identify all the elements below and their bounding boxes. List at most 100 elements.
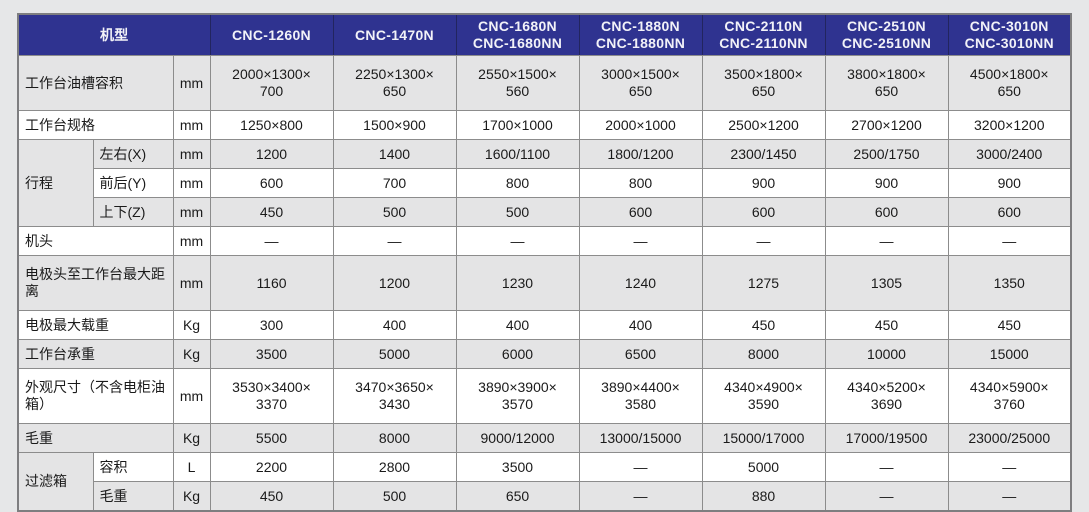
spec-value-cell: 3500 xyxy=(209,339,334,369)
spec-value-cell: — xyxy=(947,226,1072,256)
table-header: 机型 CNC-1260N CNC-1470N CNC-1680N CNC-1680NN… xyxy=(17,13,1072,56)
spec-value-cell: 15000/17000 xyxy=(701,423,826,453)
spec-value-cell: 3500×1800× 650 xyxy=(701,55,826,111)
row-group-label: 行程 xyxy=(17,139,94,227)
spec-value-cell: 600 xyxy=(209,168,334,198)
spec-value-cell: 500 xyxy=(332,197,457,227)
spec-value-cell: 3000/2400 xyxy=(947,139,1072,169)
table-row: 上下(Z) mm 450 500 500 600 600 600 600 xyxy=(18,197,1072,227)
row-sub-label: 上下(Z) xyxy=(92,197,174,227)
spec-value-cell: 9000/12000 xyxy=(455,423,580,453)
header-model-name: CNC-3010N CNC-3010NN xyxy=(947,13,1072,56)
header-row: 机型 CNC-1260N CNC-1470N CNC-1680N CNC-1680NN… xyxy=(17,13,1072,56)
row-unit: mm xyxy=(172,168,211,198)
header-model-label: 机型 xyxy=(17,13,211,56)
spec-value-cell: 1350 xyxy=(947,255,1072,311)
spec-value-cell: 23000/25000 xyxy=(947,423,1072,453)
spec-value-cell: 800 xyxy=(578,168,703,198)
spec-value-cell: 600 xyxy=(701,197,826,227)
spec-value-cell: 17000/19500 xyxy=(824,423,949,453)
row-unit: Kg xyxy=(172,339,211,369)
spec-value-cell: 3800×1800× 650 xyxy=(824,55,949,111)
spec-value-cell: 10000 xyxy=(824,339,949,369)
row-unit: mm xyxy=(172,226,211,256)
spec-value-cell: 400 xyxy=(455,310,580,340)
row-label: 电极头至工作台最大距离 xyxy=(17,255,174,311)
header-model-name: CNC-2110N CNC-2110NN xyxy=(701,13,826,56)
spec-value-cell: 6500 xyxy=(578,339,703,369)
spec-value-cell: 3200×1200 xyxy=(947,110,1072,140)
spec-value-cell: 2550×1500× 560 xyxy=(455,55,580,111)
spec-value-cell: 1800/1200 xyxy=(578,139,703,169)
header-model-name: CNC-2510N CNC-2510NN xyxy=(824,13,949,56)
spec-value-cell: 880 xyxy=(701,481,826,512)
row-sub-label: 前后(Y) xyxy=(92,168,174,198)
spec-value-cell: 800 xyxy=(455,168,580,198)
spec-value-cell: 3890×4400× 3580 xyxy=(578,368,703,424)
table-row: 行程 左右(X) mm 1200 1400 1600/1100 1800/1200 2300/… xyxy=(17,139,1072,227)
spec-value-cell: 1305 xyxy=(824,255,949,311)
spec-value-cell: 1700×1000 xyxy=(455,110,580,140)
spec-value-cell: 2500/1750 xyxy=(824,139,949,169)
row-label: 电极最大载重 xyxy=(17,310,174,340)
spec-value-cell: — xyxy=(578,226,703,256)
spec-value-cell: 1240 xyxy=(578,255,703,311)
spec-value-cell: — xyxy=(209,226,334,256)
spec-value-cell: 3530×3400× 3370 xyxy=(209,368,334,424)
spec-value-cell: 3890×3900× 3570 xyxy=(455,368,580,424)
spec-value-cell: 600 xyxy=(578,197,703,227)
table-row: 毛重 Kg 450 500 650—880— — xyxy=(18,481,1072,512)
spec-value-cell: 15000 xyxy=(947,339,1072,369)
table-row: 工作台规格 mm 1250×800 1500×900 1700×1000 2000×100… xyxy=(17,110,1072,140)
spec-value-cell: 300 xyxy=(209,310,334,340)
spec-value-cell: 6000 xyxy=(455,339,580,369)
spec-value-cell: 1275 xyxy=(701,255,826,311)
spec-value-cell: 3470×3650× 3430 xyxy=(332,368,457,424)
spec-value-cell: 450 xyxy=(701,310,826,340)
row-unit: Kg xyxy=(172,481,211,512)
spec-value-cell: — xyxy=(455,226,580,256)
spec-value-cell: 2000×1000 xyxy=(578,110,703,140)
spec-value-cell: 450 xyxy=(947,310,1072,340)
row-unit: Kg xyxy=(172,423,211,453)
spec-value-cell: 400 xyxy=(578,310,703,340)
table-row: 机头 mm — — — — — — — xyxy=(17,226,1072,256)
spec-value-cell: 700 xyxy=(332,168,457,198)
row-unit: mm xyxy=(172,197,211,227)
row-unit: mm xyxy=(172,368,211,424)
spec-value-cell: 500 xyxy=(332,481,457,512)
row-sub-label: 毛重 xyxy=(92,481,174,512)
row-unit: Kg xyxy=(172,310,211,340)
spec-value-cell: 900 xyxy=(701,168,826,198)
spec-value-cell: 600 xyxy=(824,197,949,227)
spec-value-cell: 500 xyxy=(455,197,580,227)
spec-value-cell: 8000 xyxy=(701,339,826,369)
row-sub-label: 左右(X) xyxy=(92,139,174,169)
table-body: 工作台油槽容积 mm 2000×1300× 700 2250×1300× 650 255… xyxy=(17,55,1072,512)
row-unit: mm xyxy=(172,110,211,140)
row-group-label: 过滤箱 xyxy=(17,452,94,512)
spec-value-cell: 4500×1800× 650 xyxy=(947,55,1072,111)
table-row: 工作台油槽容积 mm 2000×1300× 700 2250×1300× 650 255… xyxy=(17,55,1072,111)
table-row: 毛重 Kg 5500 8000 9000/12000 13000/15000 15000/1… xyxy=(17,423,1072,453)
spec-value-cell: 1600/1100 xyxy=(455,139,580,169)
spec-value-cell: 13000/15000 xyxy=(578,423,703,453)
spec-value-cell: — xyxy=(824,226,949,256)
spec-value-cell: 1160 xyxy=(209,255,334,311)
spec-value-cell: 5500 xyxy=(209,423,334,453)
spec-value-cell: 4340×4900× 3590 xyxy=(701,368,826,424)
row-unit: mm xyxy=(172,139,211,169)
spec-value-cell: 650 xyxy=(455,481,580,512)
spec-value-cell: 900 xyxy=(824,168,949,198)
spec-value-cell: — xyxy=(824,481,949,512)
spec-value-cell: 1200 xyxy=(332,255,457,311)
header-model-name: CNC-1470N xyxy=(332,13,457,56)
spec-value-cell: 2250×1300× 650 xyxy=(332,55,457,111)
spec-value-cell: 2000×1300× 700 xyxy=(209,55,334,111)
row-label: 机头 xyxy=(17,226,174,256)
header-model-name: CNC-1880N CNC-1880NN xyxy=(578,13,703,56)
spec-value-cell: — xyxy=(578,481,703,512)
spec-value-cell: 4340×5200× 3690 xyxy=(824,368,949,424)
spec-value-cell: — xyxy=(947,481,1072,512)
header-model-name: CNC-1680N CNC-1680NN xyxy=(455,13,580,56)
